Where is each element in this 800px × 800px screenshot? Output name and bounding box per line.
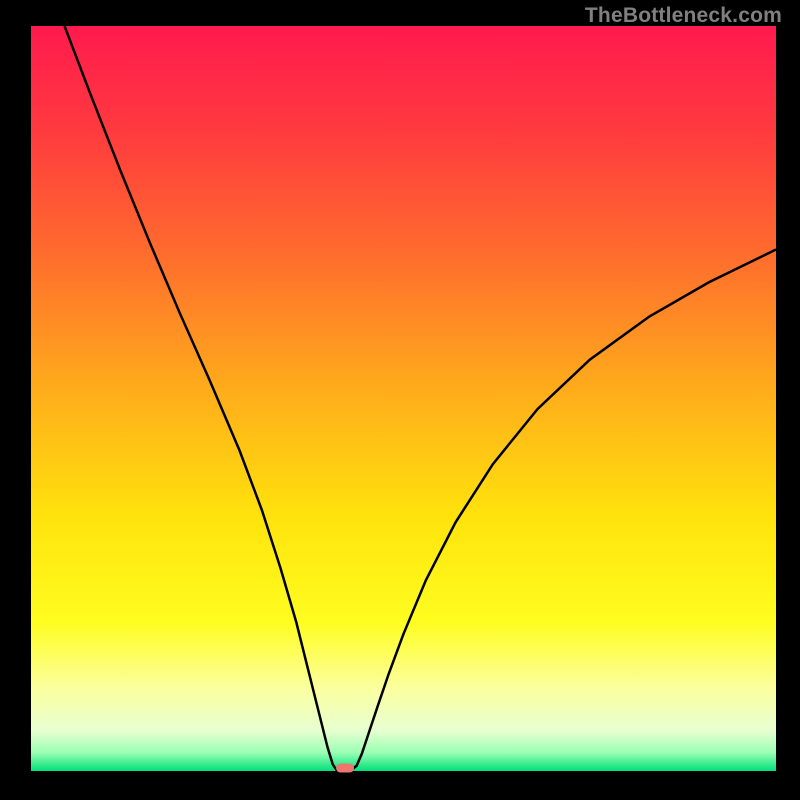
curve-path — [65, 26, 776, 770]
dip-marker — [336, 764, 354, 773]
chart-frame: TheBottleneck.com — [0, 0, 800, 800]
bottleneck-curve — [31, 26, 776, 771]
watermark-text: TheBottleneck.com — [585, 4, 782, 28]
plot-area — [31, 26, 776, 771]
